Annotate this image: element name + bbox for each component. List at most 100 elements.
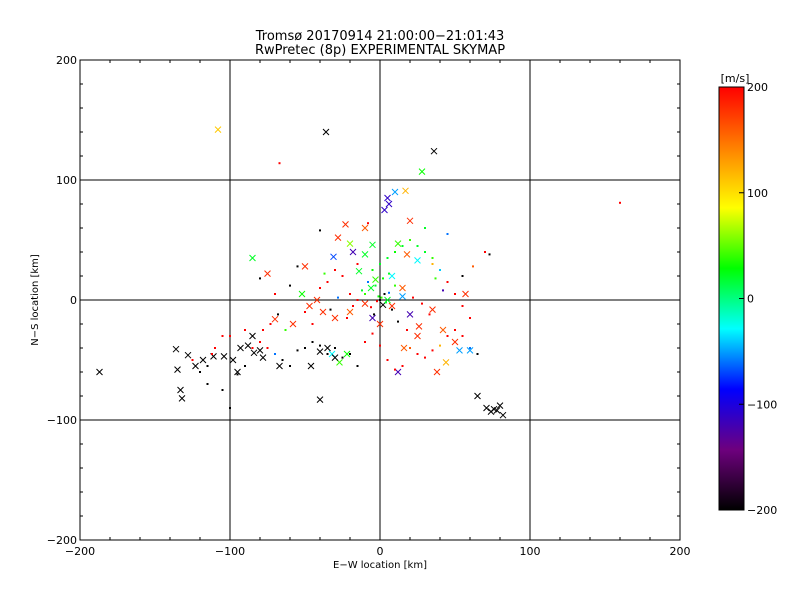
data-point-dot: [434, 277, 437, 280]
data-point-x: [330, 253, 337, 261]
data-point-x: [349, 248, 357, 256]
data-point-dot: [274, 293, 276, 295]
data-point-dot: [319, 344, 321, 347]
data-point-dot: [262, 329, 264, 331]
data-point-x: [259, 354, 267, 361]
data-point-dot: [296, 265, 299, 268]
data-point-dot: [356, 365, 359, 367]
data-point-dot: [461, 335, 464, 337]
data-point-dot: [259, 341, 261, 343]
data-point-dot: [454, 293, 456, 295]
data-point-x: [466, 347, 474, 354]
data-point-dot: [388, 291, 390, 294]
data-point-x: [172, 345, 180, 353]
chart-subtitle: RwPretec (8p) EXPERIMENTAL SKYMAP: [255, 43, 505, 58]
data-point-dot: [349, 353, 351, 355]
data-point-x: [250, 349, 258, 357]
data-point-dot: [409, 347, 411, 349]
data-point-dot: [439, 344, 441, 347]
data-point-dot: [476, 353, 479, 355]
y-tick-label: −100: [47, 414, 77, 427]
data-point-dot: [377, 295, 380, 298]
data-point-dot: [236, 373, 239, 376]
data-point-x: [174, 366, 181, 373]
data-point-x: [430, 147, 438, 155]
data-point-dot: [364, 341, 366, 343]
data-point-dot: [488, 253, 491, 256]
data-point-x: [433, 368, 441, 376]
data-point-dot: [352, 305, 354, 307]
data-point-dot: [442, 289, 444, 292]
data-point-x: [372, 276, 379, 283]
data-point-x: [256, 347, 264, 354]
y-tick-label: 100: [56, 174, 77, 187]
data-point-dot: [385, 301, 387, 304]
data-point-dot: [424, 251, 426, 253]
x-axis-label: E−W location [km]: [333, 560, 427, 571]
colorbar-tick-label: −100: [747, 398, 777, 411]
data-point-dot: [428, 313, 431, 316]
data-point-dot: [364, 293, 366, 295]
data-point-x: [496, 402, 504, 409]
data-point-dot: [304, 347, 306, 349]
data-point-dot: [619, 201, 621, 204]
data-point-dot: [337, 296, 339, 299]
data-point-x: [406, 311, 414, 318]
data-point-dot: [244, 329, 246, 331]
data-point-dot: [274, 353, 276, 355]
data-point-x: [394, 240, 402, 247]
data-point-x: [249, 332, 256, 340]
data-point-x: [456, 347, 463, 354]
data-point-x: [406, 217, 414, 225]
data-point-dot: [278, 162, 281, 165]
data-point-x: [316, 396, 324, 403]
data-point-dot: [401, 245, 404, 247]
data-point-dot: [326, 281, 329, 283]
data-point-dot: [383, 293, 386, 295]
data-point-x: [414, 332, 421, 340]
data-point-dot: [221, 389, 224, 391]
data-point-dot: [416, 353, 419, 355]
data-point-x: [220, 353, 228, 360]
data-point-x: [324, 344, 331, 352]
data-point-x: [399, 284, 406, 292]
data-point-dot: [334, 347, 336, 349]
data-point-x: [414, 257, 421, 264]
data-point-x: [346, 308, 354, 316]
data-point-dot: [431, 257, 434, 259]
data-point-dot: [229, 335, 231, 337]
data-point-dot: [211, 353, 213, 355]
data-point-dot: [326, 353, 329, 355]
data-point-x: [177, 386, 184, 394]
data-point-dot: [379, 263, 381, 265]
data-point-x: [184, 351, 192, 359]
data-point-dot: [266, 347, 269, 349]
data-point-x: [249, 254, 256, 262]
data-point-dot: [446, 233, 449, 235]
data-point-x: [96, 368, 103, 376]
data-point-x: [418, 168, 426, 175]
data-point-x: [367, 284, 375, 292]
data-point-dot: [199, 371, 201, 373]
data-point-dot: [424, 227, 426, 229]
data-point-dot: [431, 349, 434, 352]
x-tick-label: −200: [65, 545, 95, 558]
colorbar-tick-label: 100: [747, 187, 768, 200]
data-point-dot: [214, 347, 216, 349]
data-point-x: [229, 356, 237, 364]
data-point-dot: [394, 284, 396, 287]
data-point-x: [244, 342, 252, 349]
colorbar-tick-label: 0: [747, 293, 754, 306]
data-point-x: [493, 407, 501, 414]
data-point-dot: [412, 296, 414, 299]
data-point-dot: [371, 332, 374, 335]
data-point-x: [331, 354, 339, 361]
data-point-dot: [367, 281, 369, 283]
data-point-x: [388, 302, 396, 310]
data-point-x: [442, 359, 450, 366]
data-point-x: [199, 356, 207, 364]
data-point-dot: [379, 299, 381, 301]
data-point-dot: [244, 365, 246, 367]
data-point-dot: [311, 341, 314, 343]
data-point-x: [391, 188, 399, 196]
